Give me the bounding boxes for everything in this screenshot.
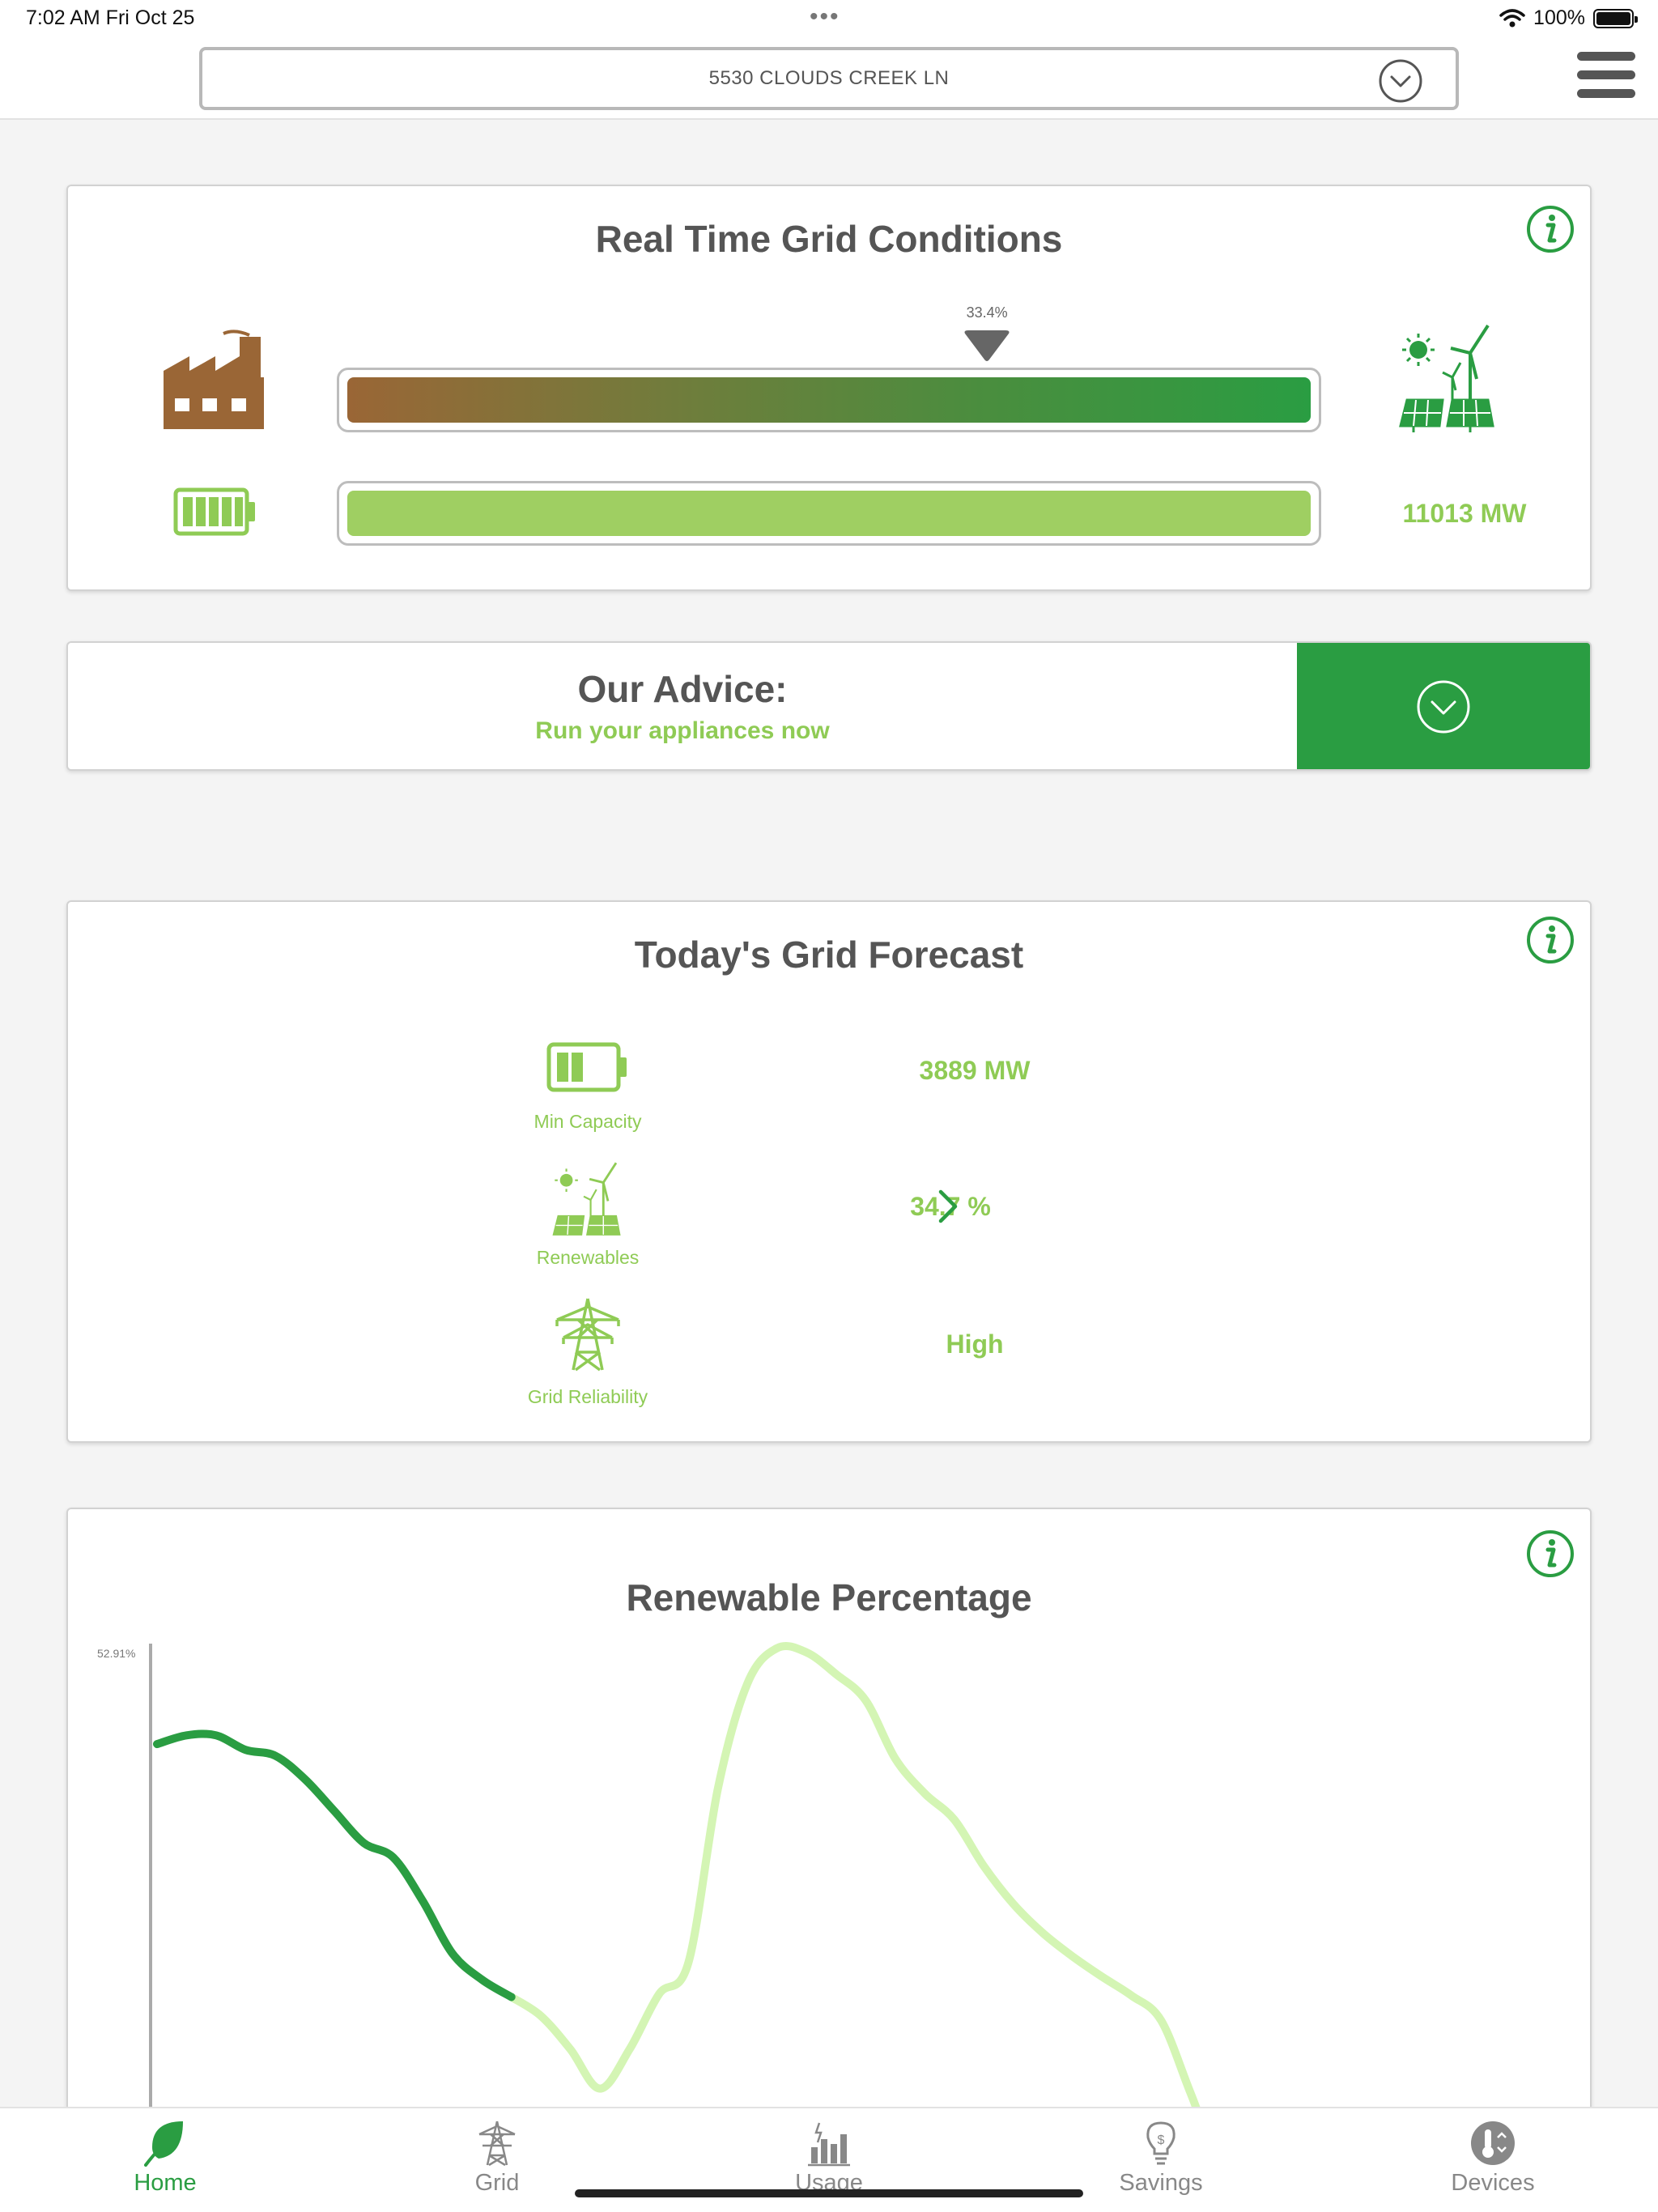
address-text: 5530 CLOUDS CREEK LN: [708, 67, 950, 89]
tab-label: Home: [134, 2170, 197, 2196]
forecast-row-min-capacity: Min Capacity 3889 MW: [68, 1023, 1590, 1153]
svg-text:$: $: [1158, 2133, 1165, 2147]
top-bar: 7:02 AM Fri Oct 25 ••• 100% 5530 CLOUDS …: [0, 0, 1658, 120]
lightbulb-icon: $: [1146, 2121, 1175, 2165]
renewable-mix-fill: [347, 377, 1311, 423]
capacity-bar: [337, 481, 1321, 546]
tab-label: Grid: [474, 2170, 520, 2196]
renewable-marker-arrow-icon: [964, 330, 1010, 361]
forecast-label: Grid Reliability: [527, 1386, 648, 1407]
status-right: 100%: [1499, 6, 1638, 30]
forecast-value: 34.7 %: [910, 1192, 991, 1221]
leaf-icon: [144, 2121, 183, 2167]
chevron-down-icon: [1417, 680, 1470, 734]
tab-devices[interactable]: Devices: [1396, 2116, 1590, 2206]
forecast-label: Min Capacity: [534, 1111, 642, 1132]
power-tower-icon: [478, 2121, 516, 2167]
battery-full-icon: [173, 487, 255, 536]
forecast-series-line: [507, 1642, 1201, 2108]
forecast-title: Today's Grid Forecast: [634, 934, 1024, 976]
battery-half-icon: [546, 1042, 627, 1092]
battery-percent: 100%: [1533, 6, 1585, 29]
chevron-right-icon[interactable]: [936, 1189, 960, 1224]
multitasking-dots[interactable]: •••: [810, 3, 840, 30]
chevron-down-icon[interactable]: [1378, 58, 1423, 104]
actual-series-line: [153, 1729, 516, 2001]
forecast-row-grid-reliability: Grid Reliability High: [68, 1297, 1590, 1427]
solar-wind-icon: [552, 1162, 621, 1236]
hamburger-menu-icon[interactable]: [1577, 52, 1635, 100]
info-icon[interactable]: [1525, 204, 1575, 254]
forecast-card: Today's Grid Forecast Min Capacity 3889 …: [66, 900, 1592, 1443]
capacity-fill: [347, 491, 1311, 536]
forecast-label: Renewables: [536, 1247, 640, 1268]
wifi-icon: [1499, 8, 1525, 27]
tab-grid[interactable]: Grid: [400, 2116, 594, 2206]
bar-chart-icon: [808, 2122, 850, 2167]
tab-label: Devices: [1451, 2170, 1535, 2196]
renewable-chart-card: Renewable Percentage 52.91%: [66, 1508, 1592, 2212]
tab-label: Savings: [1119, 2170, 1203, 2196]
advice-expand-button[interactable]: [1297, 643, 1590, 769]
tab-savings[interactable]: $ Savings: [1064, 2116, 1258, 2206]
thermostat-icon: [1471, 2121, 1515, 2165]
advice-text: Run your appliances now: [535, 717, 830, 744]
chart-title: Renewable Percentage: [626, 1576, 1032, 1619]
solar-wind-icon: [1399, 324, 1494, 432]
forecast-value: 3889 MW: [919, 1056, 1031, 1085]
home-indicator[interactable]: [575, 2189, 1083, 2197]
advice-card: Our Advice: Run your appliances now: [66, 641, 1592, 771]
advice-title: Our Advice:: [577, 668, 788, 710]
address-selector[interactable]: 5530 CLOUDS CREEK LN: [199, 47, 1459, 110]
renewable-mix-bar: [337, 368, 1321, 432]
status-time: 7:02 AM Fri Oct 25: [26, 6, 195, 29]
info-icon[interactable]: [1525, 1529, 1575, 1579]
realtime-title: Real Time Grid Conditions: [595, 218, 1063, 260]
battery-status-icon: [1593, 8, 1638, 28]
capacity-value: 11013 MW: [1402, 499, 1527, 528]
forecast-value: High: [946, 1329, 1004, 1359]
forecast-row-renewables[interactable]: Renewables 34.7 %: [68, 1159, 1590, 1289]
realtime-grid-card: Real Time Grid Conditions 33.4%: [66, 185, 1592, 591]
tab-bar: Home Grid Usage $ Savings: [0, 2107, 1658, 2212]
renewable-marker-label: 33.4%: [966, 304, 1008, 321]
tab-home[interactable]: Home: [68, 2116, 262, 2206]
info-icon[interactable]: [1525, 915, 1575, 965]
y-axis-max-label: 52.91%: [97, 1647, 135, 1660]
power-tower-icon: [555, 1298, 620, 1372]
factory-icon: [164, 330, 264, 429]
